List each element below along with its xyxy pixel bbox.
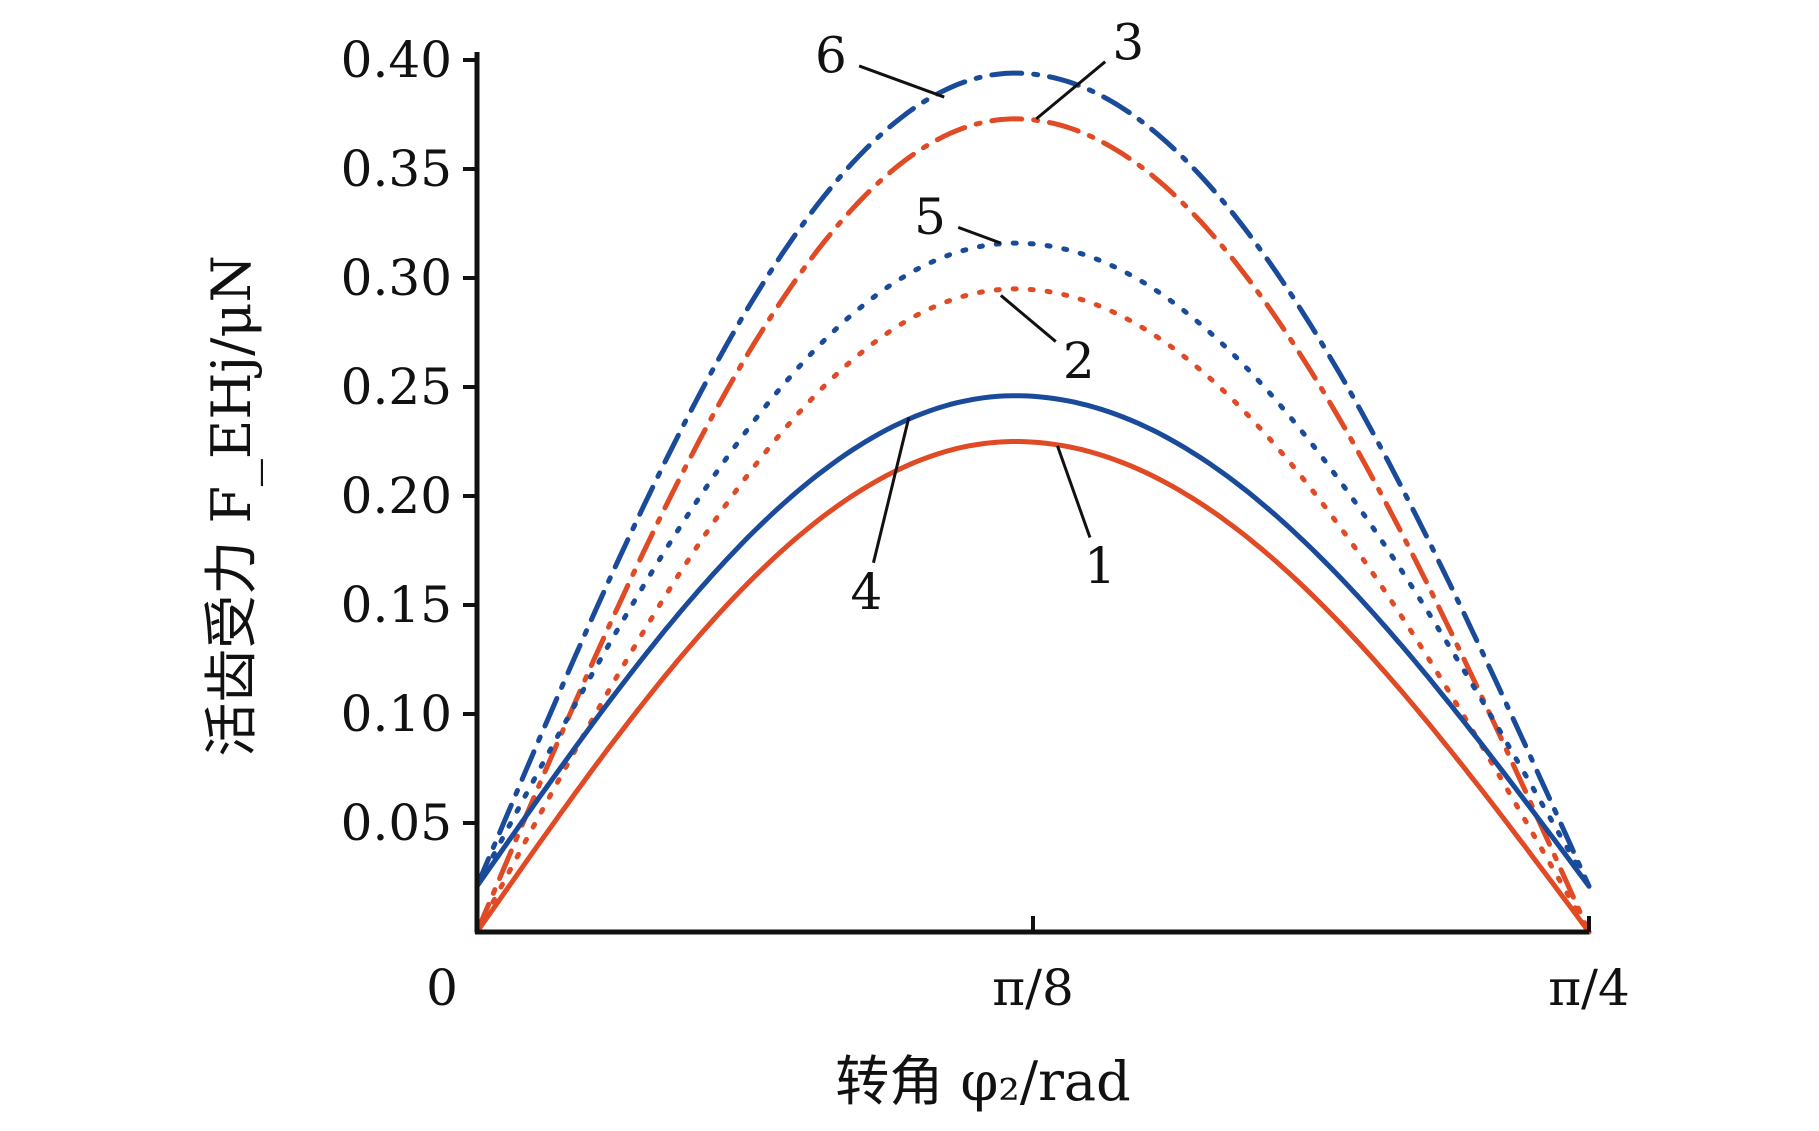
curve-label-6: 6 [815, 27, 847, 85]
annotation-leader [871, 417, 911, 564]
y-tick-label: 0.20 [341, 467, 452, 525]
series-line-6 [474, 70, 1592, 889]
y-tick-label: 0.30 [341, 249, 452, 307]
y-tick-label: 0.35 [341, 140, 452, 198]
y-tick-label: 0.10 [341, 685, 452, 743]
x-axis-title: 转角 φ₂/rad [835, 1050, 1130, 1113]
annotation-leader [1035, 60, 1107, 121]
curves-layer [474, 70, 1592, 935]
series-line-2 [474, 286, 1592, 935]
curve-label-1: 1 [1084, 537, 1116, 595]
annotation-leader [1056, 445, 1092, 538]
y-tick-label: 0.40 [341, 31, 452, 89]
series-line-5 [474, 240, 1592, 889]
axes-layer [474, 52, 1589, 935]
y-tick-label: 0.15 [341, 576, 452, 634]
series-line-3 [474, 116, 1592, 935]
annotation-leader [957, 225, 1002, 245]
y-axis-title: 活齿受力 F_EHj/μN [200, 255, 263, 756]
curve-label-5: 5 [914, 188, 946, 246]
y-tick-label: 0.05 [341, 794, 452, 852]
x-tick-label: π/8 [992, 959, 1074, 1017]
ticks-layer: 0.05 0.10 0.15 0.20 0.25 0.30 0.35 0.40 0 π/8 π/4 [341, 31, 1630, 1017]
annotation-leader [999, 294, 1057, 343]
x-tick-label: π/4 [1548, 959, 1630, 1017]
series-line-1 [474, 439, 1592, 935]
curve-label-2: 2 [1063, 332, 1095, 390]
annotations-layer: 1 2 3 4 5 6 [815, 14, 1144, 621]
curve-label-4: 4 [850, 563, 882, 621]
x-tick-label: 0 [426, 959, 458, 1017]
series-line-4 [474, 393, 1592, 889]
annotation-leader [858, 64, 945, 99]
curve-label-3: 3 [1112, 14, 1144, 72]
y-tick-label: 0.25 [341, 358, 452, 416]
